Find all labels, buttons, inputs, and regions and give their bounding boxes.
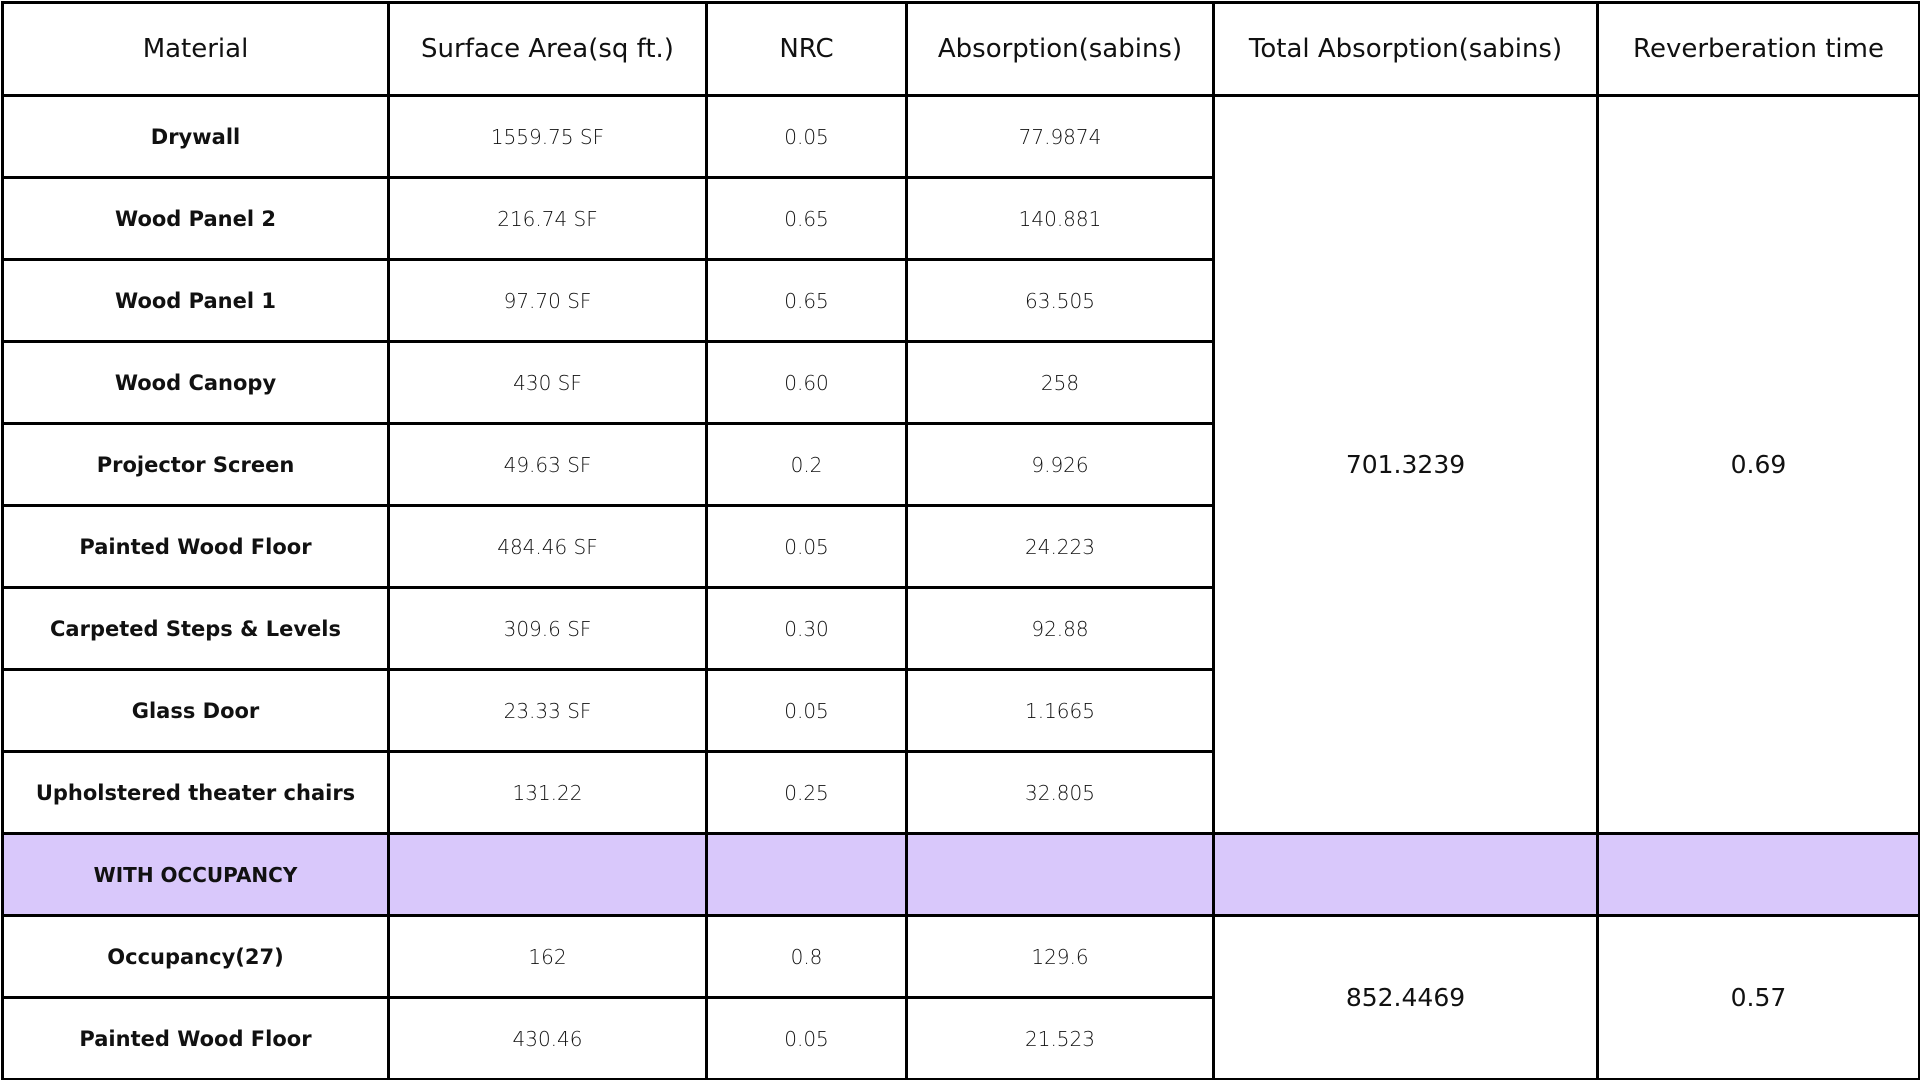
reverberation-time: 0.57 [1596,914,1920,1080]
material-cell: Glass Door [1,668,390,753]
value-cell: 32.805 [905,750,1215,835]
empty-cell [905,832,1215,917]
value-cell: 484.46 SF [387,504,708,589]
value-cell: 0.05 [705,996,908,1080]
header-cell: Material [1,1,390,97]
data-row: Wood Canopy 430 SF 0.60 258 [1,340,1920,425]
material-cell: Carpeted Steps & Levels [1,586,390,671]
header-row: Material Surface Area(sq ft.) NRC Absorptio… [1,1,1920,97]
value-cell: 92.88 [905,586,1215,671]
empty-cell [1212,832,1599,917]
material-cell: Wood Canopy [1,340,390,425]
header-cell: Absorption(sabins) [905,1,1215,97]
empty-cell [705,832,908,917]
occupancy-header-row: WITH OCCUPANCY [1,832,1920,917]
material-cell: Projector Screen [1,422,390,507]
material-cell: Wood Panel 1 [1,258,390,343]
material-cell: Upholstered theater chairs [1,750,390,835]
data-row: Occupancy(27) 162 0.8 129.6 852.4469 0.57 [1,914,1920,1080]
value-cell: 77.9874 [905,94,1215,179]
total-absorption: 852.4469 [1212,914,1599,1080]
header-cell: Reverberation time [1596,1,1920,97]
data-row: Carpeted Steps & Levels 309.6 SF 0.30 92.88 [1,586,1920,671]
value-cell: 0.2 [705,422,908,507]
value-cell: 0.05 [705,94,908,179]
value-cell: 140.881 [905,176,1215,261]
value-cell: 0.30 [705,586,908,671]
total-absorption: 701.3239 [1212,94,1599,835]
empty-cell [387,832,708,917]
value-cell: 97.70 SF [387,258,708,343]
value-cell: 23.33 SF [387,668,708,753]
data-row: Painted Wood Floor 430.46 0.05 21.523 [1,996,1920,1080]
value-cell: 21.523 [905,996,1215,1080]
header-cell: Total Absorption(sabins) [1212,1,1599,97]
value-cell: 131.22 [387,750,708,835]
material-cell: Wood Panel 2 [1,176,390,261]
value-cell: 258 [905,340,1215,425]
data-row: Painted Wood Floor 484.46 SF 0.05 24.223 [1,504,1920,589]
material-cell: Painted Wood Floor [1,504,390,589]
value-cell: 129.6 [905,914,1215,999]
value-cell: 430 SF [387,340,708,425]
data-row: Upholstered theater chairs 131.22 0.25 32.8… [1,750,1920,835]
value-cell: 1.1665 [905,668,1215,753]
value-cell: 0.65 [705,176,908,261]
data-row: Glass Door 23.33 SF 0.05 1.1665 [1,668,1920,753]
data-row: Wood Panel 2 216.74 SF 0.65 140.881 [1,176,1920,261]
material-cell: Drywall [1,94,390,179]
header-cell: NRC [705,1,908,97]
header-cell: Surface Area(sq ft.) [387,1,708,97]
value-cell: 162 [387,914,708,999]
value-cell: 9.926 [905,422,1215,507]
material-cell: Occupancy(27) [1,914,390,999]
occupancy-label: WITH OCCUPANCY [1,832,390,917]
value-cell: 0.05 [705,504,908,589]
value-cell: 0.05 [705,668,908,753]
value-cell: 49.63 SF [387,422,708,507]
value-cell: 216.74 SF [387,176,708,261]
value-cell: 430.46 [387,996,708,1080]
value-cell: 0.25 [705,750,908,835]
value-cell: 24.223 [905,504,1215,589]
material-cell: Painted Wood Floor [1,996,390,1080]
value-cell: 1559.75 SF [387,94,708,179]
value-cell: 0.8 [705,914,908,999]
value-cell: 0.65 [705,258,908,343]
value-cell: 63.505 [905,258,1215,343]
data-row: Drywall 1559.75 SF 0.05 77.9874 701.3239 0.69 [1,94,1920,835]
value-cell: 309.6 SF [387,586,708,671]
reverberation-time: 0.69 [1596,94,1920,835]
empty-cell [1596,832,1920,917]
data-row: Wood Panel 1 97.70 SF 0.65 63.505 [1,258,1920,343]
value-cell: 0.60 [705,340,908,425]
data-row: Projector Screen 49.63 SF 0.2 9.926 [1,422,1920,507]
